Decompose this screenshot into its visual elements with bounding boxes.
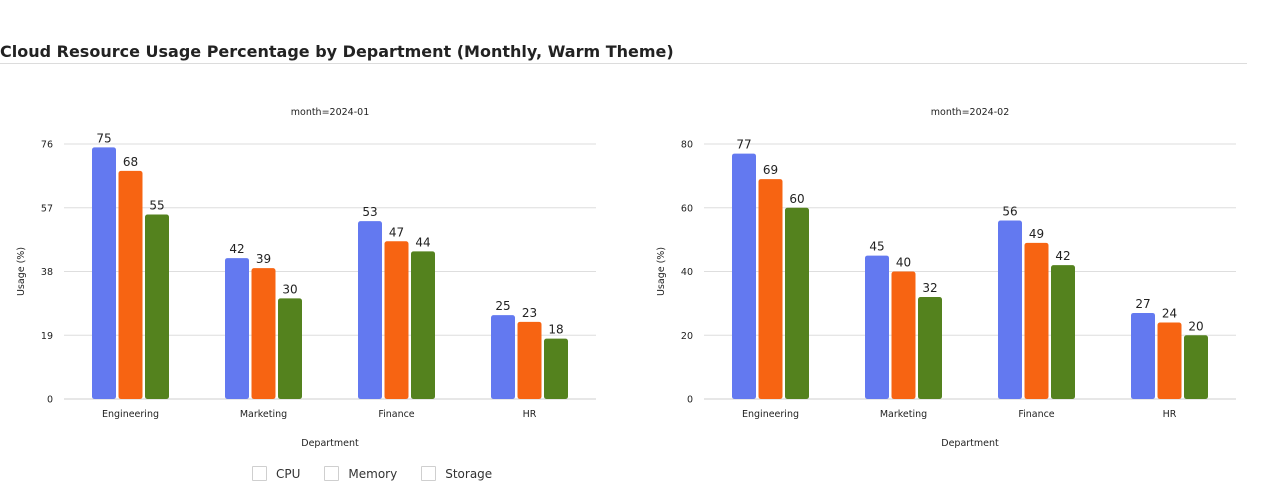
y-tick-label: 0 xyxy=(47,395,53,406)
bar-cpu xyxy=(225,258,249,399)
data-label: 24 xyxy=(1162,307,1177,321)
bar-memory xyxy=(384,241,409,399)
subplot-title: month=2024-02 xyxy=(931,107,1010,118)
page-title: Cloud Resource Usage Percentage by Depar… xyxy=(0,42,674,61)
x-axis-label: Department xyxy=(941,438,999,449)
data-label: 32 xyxy=(922,281,937,295)
bar-memory xyxy=(758,179,783,399)
bar-memory xyxy=(251,268,276,399)
legend-label: Storage xyxy=(445,466,493,481)
data-label: 68 xyxy=(123,155,138,169)
data-label: 42 xyxy=(1055,249,1070,263)
data-label: 53 xyxy=(362,205,377,219)
y-tick-label: 80 xyxy=(681,140,693,151)
y-tick-label: 40 xyxy=(681,267,693,278)
data-label: 75 xyxy=(96,131,111,145)
y-tick-label: 76 xyxy=(41,140,53,151)
bar-memory xyxy=(891,271,916,399)
bar-storage xyxy=(1184,335,1208,399)
bar-storage xyxy=(1051,265,1075,399)
y-tick-label: 0 xyxy=(687,395,693,406)
legend-item-storage[interactable]: Storage xyxy=(421,466,492,481)
bar-cpu xyxy=(358,221,382,399)
y-axis-label: Usage (%) xyxy=(656,247,667,296)
bar-cpu xyxy=(1131,312,1155,399)
data-label: 56 xyxy=(1002,205,1017,219)
y-axis-label: Usage (%) xyxy=(16,247,27,296)
bar-memory xyxy=(1024,242,1049,399)
data-label: 40 xyxy=(896,256,911,270)
legend: CPU Memory Storage xyxy=(252,466,516,481)
data-label: 18 xyxy=(548,323,563,337)
bar-cpu xyxy=(998,220,1022,399)
bar-memory xyxy=(1157,322,1182,399)
bar-storage xyxy=(544,338,568,399)
x-tick-label: Finance xyxy=(378,409,414,420)
x-tick-label: Marketing xyxy=(880,409,927,420)
bar-cpu xyxy=(732,153,756,399)
data-label: 49 xyxy=(1029,227,1044,241)
bar-memory xyxy=(517,321,542,399)
legend-label: Memory xyxy=(348,466,398,481)
data-label: 77 xyxy=(736,138,751,152)
x-tick-label: Engineering xyxy=(742,409,799,420)
y-tick-label: 60 xyxy=(681,203,693,214)
data-label: 55 xyxy=(149,198,164,212)
bar-storage xyxy=(918,297,942,399)
checkbox-icon[interactable] xyxy=(324,466,340,481)
bar-cpu xyxy=(865,255,889,399)
legend-item-cpu[interactable]: CPU xyxy=(252,466,300,481)
legend-item-memory[interactable]: Memory xyxy=(324,466,397,481)
bar-cpu xyxy=(491,315,515,399)
subplot-title: month=2024-01 xyxy=(291,107,370,118)
data-label: 23 xyxy=(522,306,537,320)
data-label: 45 xyxy=(869,240,884,254)
bar-memory xyxy=(118,170,143,399)
x-tick-label: HR xyxy=(1163,409,1177,420)
data-label: 69 xyxy=(763,163,778,177)
y-tick-label: 38 xyxy=(41,267,53,278)
data-label: 39 xyxy=(256,252,271,266)
x-tick-label: Engineering xyxy=(102,409,159,420)
data-label: 60 xyxy=(789,192,804,206)
data-label: 42 xyxy=(229,242,244,256)
x-tick-label: Marketing xyxy=(240,409,287,420)
bar-storage xyxy=(785,207,809,399)
bar-storage xyxy=(278,298,302,399)
x-axis-label: Department xyxy=(301,438,359,449)
title-divider xyxy=(0,63,1247,64)
checkbox-icon[interactable] xyxy=(252,466,267,481)
legend-label: CPU xyxy=(276,466,301,481)
checkbox-icon[interactable] xyxy=(421,466,437,481)
data-label: 20 xyxy=(1188,319,1203,333)
data-label: 25 xyxy=(495,299,510,313)
y-tick-label: 19 xyxy=(41,331,53,342)
bar-cpu xyxy=(92,147,116,399)
bar-storage xyxy=(145,214,169,399)
bar-storage xyxy=(411,251,435,399)
y-tick-label: 57 xyxy=(41,203,53,214)
y-tick-label: 20 xyxy=(681,331,693,342)
x-tick-label: Finance xyxy=(1018,409,1054,420)
x-tick-label: HR xyxy=(523,409,537,420)
data-label: 44 xyxy=(415,235,430,249)
data-label: 30 xyxy=(282,282,297,296)
data-label: 27 xyxy=(1135,297,1150,311)
data-label: 47 xyxy=(389,225,404,239)
